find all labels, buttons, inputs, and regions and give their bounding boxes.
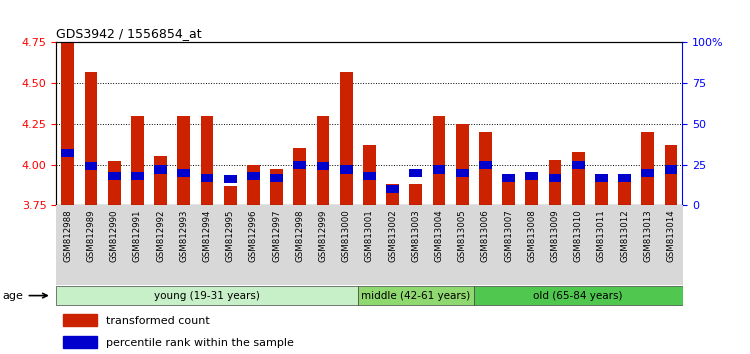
Bar — [641, 132, 654, 205]
Bar — [85, 72, 98, 205]
Bar — [618, 173, 631, 182]
Bar — [108, 161, 121, 205]
Text: GSM812992: GSM812992 — [156, 209, 165, 262]
Bar — [293, 148, 306, 205]
Bar — [62, 336, 97, 348]
Text: GSM812988: GSM812988 — [63, 209, 72, 262]
Text: old (65-84 years): old (65-84 years) — [533, 291, 622, 301]
Bar — [316, 162, 329, 170]
Text: GSM812998: GSM812998 — [296, 209, 304, 262]
Bar — [108, 172, 121, 180]
Bar — [178, 116, 190, 205]
Text: transformed count: transformed count — [106, 316, 210, 326]
Bar — [479, 161, 492, 169]
Bar — [572, 161, 584, 169]
Text: GSM812995: GSM812995 — [226, 209, 235, 262]
Bar — [62, 42, 74, 205]
Bar — [410, 169, 422, 177]
Text: percentile rank within the sample: percentile rank within the sample — [106, 338, 294, 348]
Bar — [358, 286, 474, 305]
Bar — [641, 169, 654, 177]
Bar — [224, 175, 236, 183]
Text: GSM813001: GSM813001 — [364, 209, 374, 262]
Text: GSM813005: GSM813005 — [458, 209, 466, 262]
Bar — [664, 145, 677, 205]
Bar — [247, 172, 259, 180]
Bar — [474, 286, 682, 305]
Text: GSM813000: GSM813000 — [342, 209, 351, 262]
Bar — [201, 116, 214, 205]
Bar — [85, 162, 98, 170]
Bar — [270, 173, 283, 182]
Text: age: age — [3, 291, 47, 301]
Text: GSM812997: GSM812997 — [272, 209, 281, 262]
Bar — [56, 286, 358, 305]
Bar — [503, 176, 515, 205]
Text: GSM813009: GSM813009 — [550, 209, 560, 262]
Bar — [62, 314, 97, 326]
Bar — [595, 173, 608, 182]
Text: GSM813002: GSM813002 — [388, 209, 397, 262]
Bar — [363, 145, 376, 205]
Bar — [386, 184, 399, 205]
Bar — [316, 116, 329, 205]
Text: GSM813004: GSM813004 — [434, 209, 443, 262]
Bar — [293, 161, 306, 169]
Bar — [548, 173, 561, 182]
Bar — [618, 176, 631, 205]
Text: GSM812994: GSM812994 — [202, 209, 211, 262]
Text: middle (42-61 years): middle (42-61 years) — [362, 291, 470, 301]
Bar — [456, 124, 469, 205]
Bar — [131, 116, 144, 205]
Bar — [572, 152, 584, 205]
Bar — [433, 165, 445, 173]
Bar — [154, 165, 167, 173]
Text: GSM812991: GSM812991 — [133, 209, 142, 262]
Text: GSM812990: GSM812990 — [110, 209, 118, 262]
Bar — [433, 116, 445, 205]
Bar — [595, 176, 608, 205]
Bar — [363, 172, 376, 180]
Bar — [178, 169, 190, 177]
Bar — [247, 165, 259, 205]
Text: GSM812996: GSM812996 — [249, 209, 258, 262]
Bar — [525, 172, 538, 180]
Bar — [479, 132, 492, 205]
Text: GSM813014: GSM813014 — [667, 209, 676, 262]
Text: GSM812989: GSM812989 — [86, 209, 95, 262]
Bar — [201, 173, 214, 182]
Text: GSM813006: GSM813006 — [481, 209, 490, 262]
Text: GSM813012: GSM813012 — [620, 209, 629, 262]
Text: GSM813011: GSM813011 — [597, 209, 606, 262]
Bar — [270, 170, 283, 205]
Text: GDS3942 / 1556854_at: GDS3942 / 1556854_at — [56, 27, 202, 40]
Bar — [548, 160, 561, 205]
Bar — [131, 172, 144, 180]
Bar — [386, 185, 399, 193]
Text: GSM812993: GSM812993 — [179, 209, 188, 262]
Bar — [62, 149, 74, 157]
Bar — [224, 186, 236, 205]
Bar — [525, 176, 538, 205]
Text: GSM813007: GSM813007 — [504, 209, 513, 262]
Text: young (19-31 years): young (19-31 years) — [154, 291, 260, 301]
Text: GSM812999: GSM812999 — [319, 209, 328, 262]
Text: GSM813008: GSM813008 — [527, 209, 536, 262]
Text: GSM813013: GSM813013 — [644, 209, 652, 262]
Bar — [503, 173, 515, 182]
Bar — [340, 165, 352, 173]
Text: GSM813003: GSM813003 — [411, 209, 420, 262]
Bar — [456, 169, 469, 177]
Bar — [410, 184, 422, 205]
Bar — [664, 165, 677, 173]
Bar — [154, 156, 167, 205]
Bar — [340, 72, 352, 205]
Text: GSM813010: GSM813010 — [574, 209, 583, 262]
